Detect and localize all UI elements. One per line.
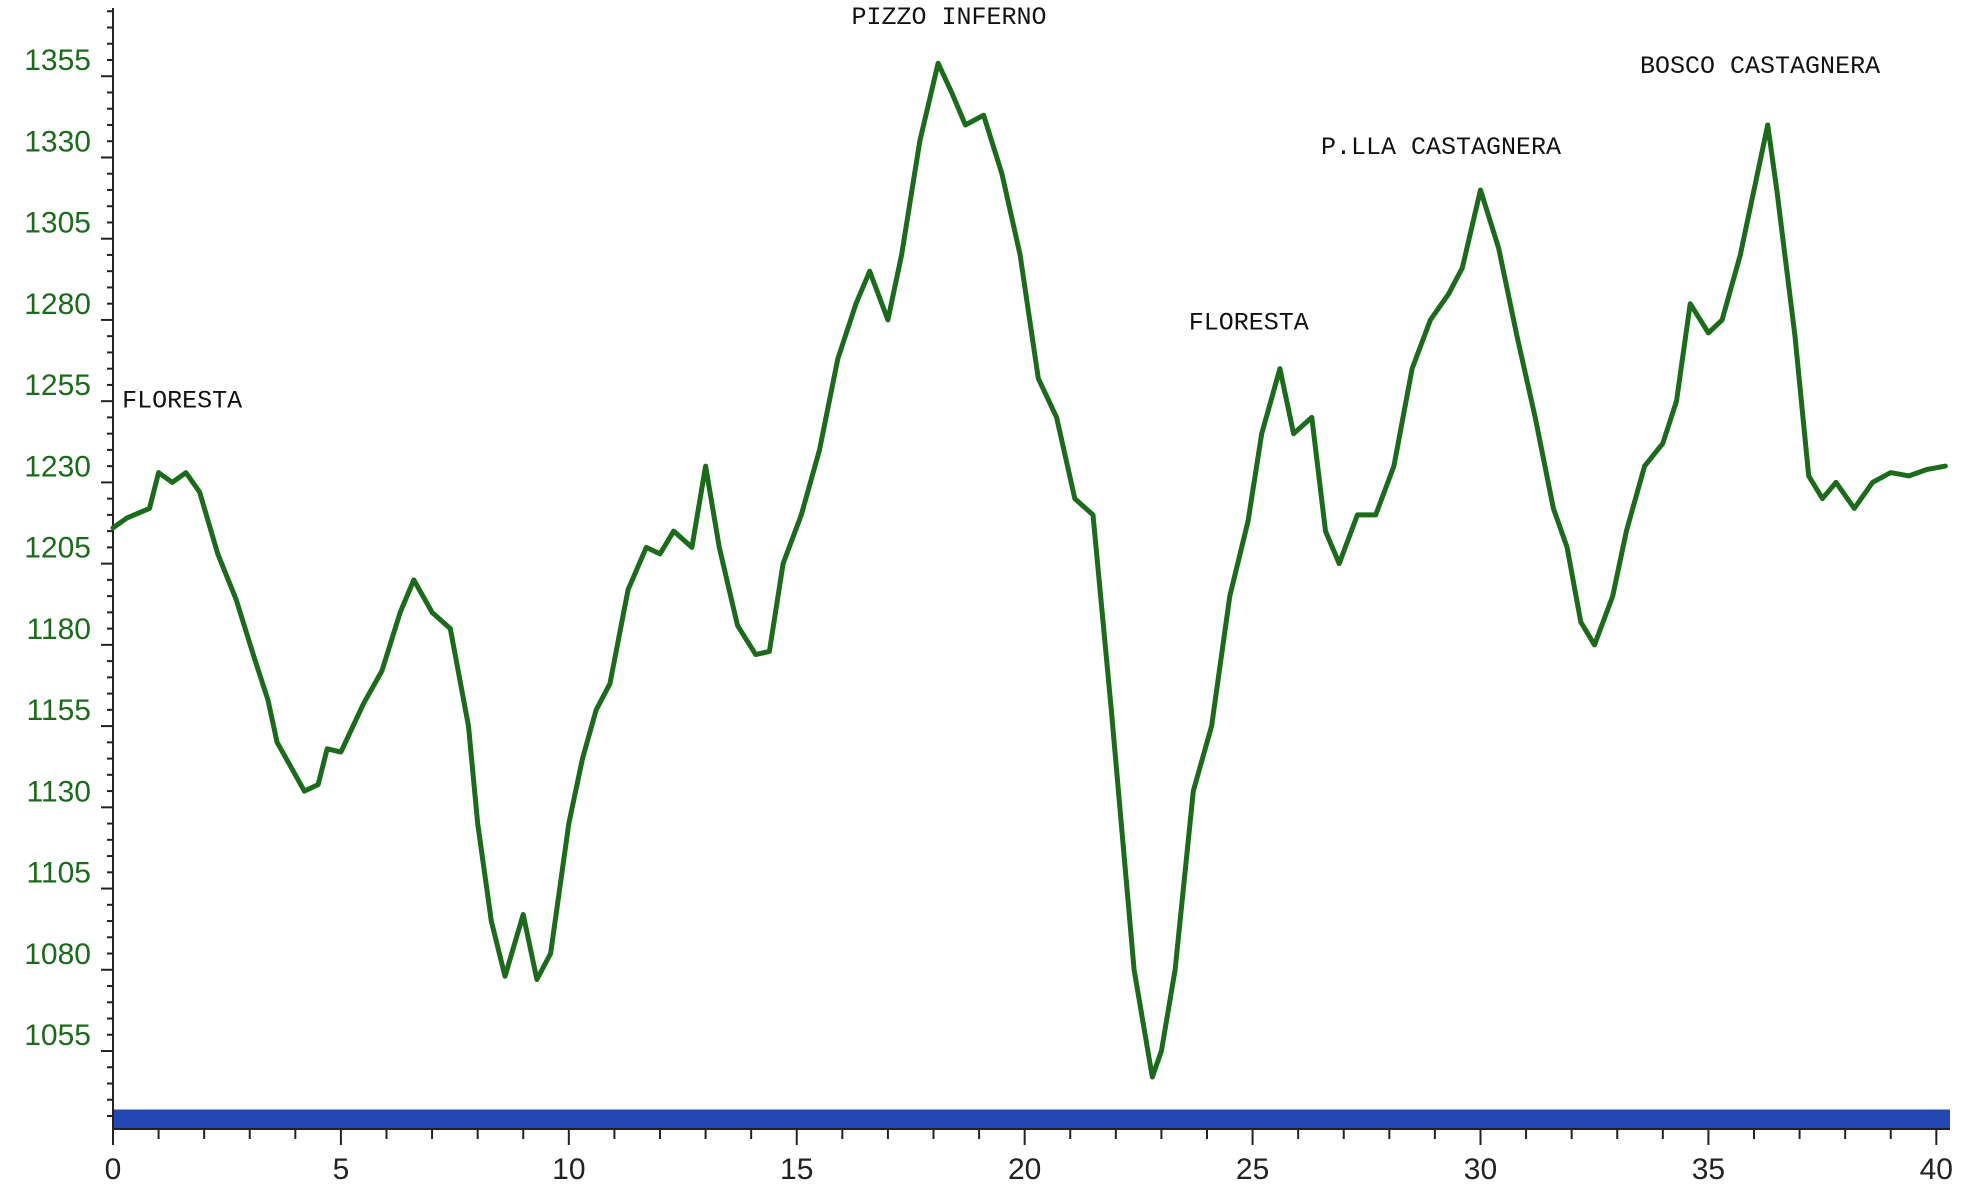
place-annotation: FLORESTA — [1189, 309, 1309, 338]
y-tick-label: 1255 — [24, 369, 91, 402]
axes-layer: 1055 1080 1105 1130 1155 1180 1205 1230 1255 1280… — [24, 8, 1953, 1186]
y-tick-label: 1105 — [26, 857, 91, 890]
y-tick-label: 1355 — [24, 44, 91, 77]
y-tick-label: 1080 — [24, 938, 91, 971]
x-tick-label: 35 — [1692, 1153, 1725, 1186]
x-tick-label: 15 — [780, 1153, 813, 1186]
y-tick-label: 1055 — [24, 1019, 91, 1052]
y-tick-label: 1155 — [26, 694, 91, 727]
y-tick-label: 1180 — [26, 613, 91, 646]
x-tick-label: 25 — [1236, 1153, 1269, 1186]
place-annotation: P.LLA CASTAGNERA — [1321, 133, 1561, 162]
x-tick-label: 20 — [1008, 1153, 1041, 1186]
x-tick-label: 40 — [1920, 1153, 1953, 1186]
baseline-band-layer — [113, 1109, 1950, 1129]
baseline-band — [113, 1109, 1950, 1129]
y-tick-label: 1130 — [26, 775, 91, 808]
elevation-series-line — [110, 60, 1948, 1080]
place-annotation: FLORESTA — [122, 387, 242, 416]
x-tick-label: 10 — [552, 1153, 585, 1186]
y-tick-label: 1280 — [24, 288, 91, 321]
place-annotation: BOSCO CASTAGNERA — [1640, 52, 1880, 81]
x-tick-label: 0 — [105, 1153, 122, 1186]
y-tick-label: 1230 — [24, 450, 91, 483]
annotation-layer: FLORESTA PIZZO INFERNO FLORESTA P.LLA CASTA… — [122, 3, 1880, 415]
place-annotation: PIZZO INFERNO — [851, 3, 1046, 32]
line-layer — [110, 60, 1948, 1080]
x-tick-label: 30 — [1464, 1153, 1497, 1186]
y-tick-label: 1205 — [24, 532, 91, 565]
x-tick-label: 5 — [333, 1153, 350, 1186]
y-tick-label: 1305 — [24, 207, 91, 240]
y-tick-label: 1330 — [24, 125, 91, 158]
